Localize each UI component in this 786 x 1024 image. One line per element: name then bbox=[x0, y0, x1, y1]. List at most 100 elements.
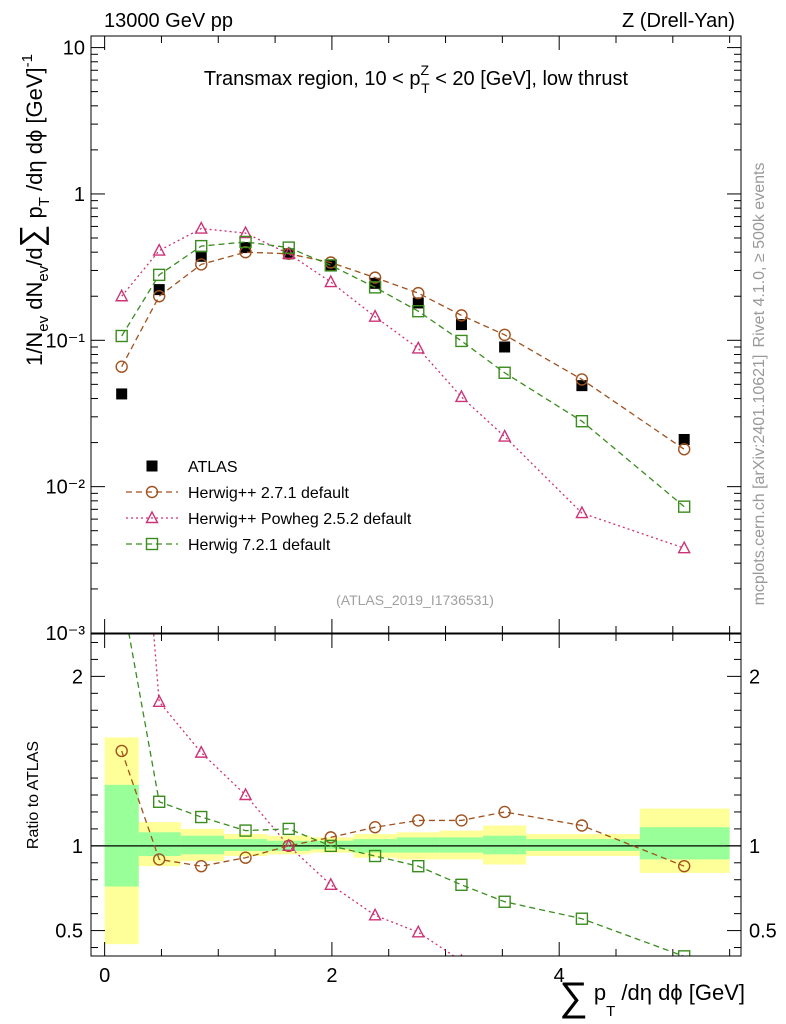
ratio-series-line bbox=[153, 634, 456, 956]
legend-entry: Herwig++ Powheg 2.5.2 default bbox=[126, 510, 412, 528]
series-herwig-powheg-2-5-2-default bbox=[115, 221, 691, 554]
data-point bbox=[497, 429, 512, 442]
main-panel-frame bbox=[90, 35, 742, 634]
data-point bbox=[677, 540, 691, 554]
data-point bbox=[194, 221, 208, 234]
uncertainty-band-inner bbox=[483, 835, 527, 855]
legend-entry: ATLAS bbox=[146, 459, 238, 476]
main-ylabel: 1/Nev dNev/d∑ pT /dη dϕ [GeV]-1 bbox=[13, 54, 53, 366]
ratio-point bbox=[677, 950, 691, 956]
data-point bbox=[152, 243, 166, 256]
analysis-tag: (ATLAS_2019_I1736531) bbox=[336, 592, 494, 608]
uncertainty-band-inner bbox=[310, 840, 354, 850]
data-point bbox=[152, 290, 166, 303]
ratio-point bbox=[116, 588, 127, 599]
data-point bbox=[153, 284, 165, 296]
ratio-series-herwig-7-2-1-default bbox=[116, 588, 691, 956]
ratio-point bbox=[194, 745, 208, 758]
uncertainty-band-inner bbox=[104, 784, 139, 887]
ratio-point bbox=[152, 694, 166, 707]
x-axis-label: ∑ pT /dη dϕ [GeV] bbox=[559, 975, 745, 1020]
header-left: 13000 GeV pp bbox=[104, 10, 233, 32]
ratio-ylabel: Ratio to ATLAS bbox=[25, 741, 42, 849]
main-y-tick-label: 10⁻³ bbox=[46, 623, 86, 645]
legend-label: Herwig++ Powheg 2.5.2 default bbox=[188, 511, 412, 528]
ratio-y-tick-label: 0.5 bbox=[55, 921, 83, 943]
ratio-point bbox=[460, 953, 463, 956]
data-point bbox=[368, 309, 382, 322]
rivet-version-note: Rivet 4.1.0, ≥ 500k events bbox=[751, 163, 768, 348]
ratio-point bbox=[498, 895, 511, 908]
x-tick-label: 4 bbox=[554, 965, 565, 987]
uncertainty-band-inner bbox=[396, 837, 440, 853]
legend-label: Herwig 7.2.1 default bbox=[188, 537, 331, 554]
data-point bbox=[116, 388, 128, 400]
uncertainty-band-inner bbox=[526, 839, 640, 851]
ratio-point bbox=[455, 878, 468, 892]
data-point bbox=[575, 415, 589, 428]
data-point bbox=[239, 235, 252, 249]
uncertainty-band-inner bbox=[223, 839, 268, 851]
data-point bbox=[195, 258, 208, 271]
data-point bbox=[412, 297, 424, 309]
data-point bbox=[195, 239, 208, 253]
legend-marker bbox=[146, 460, 158, 472]
ratio-bands bbox=[91, 737, 741, 945]
ratio-point bbox=[499, 969, 510, 980]
ratio-point bbox=[575, 912, 589, 925]
legend-marker bbox=[145, 510, 159, 524]
ratio-point bbox=[411, 924, 425, 938]
uncertainty-band-inner bbox=[180, 835, 224, 855]
ratio-point bbox=[324, 877, 338, 891]
ratio-series-line bbox=[128, 634, 685, 956]
data-point bbox=[455, 319, 467, 331]
main-panel-axes: 10 1 10⁻¹ 10⁻² 10⁻³ bbox=[46, 36, 741, 645]
data-point bbox=[324, 259, 337, 272]
legend-marker bbox=[145, 485, 159, 499]
data-point bbox=[411, 340, 425, 354]
legend-entry: Herwig 7.2.1 default bbox=[126, 537, 331, 554]
data-point bbox=[115, 288, 129, 302]
data-point bbox=[455, 309, 468, 322]
ratio-y-tick-label: 2 bbox=[72, 666, 83, 688]
x-tick-label: 2 bbox=[326, 965, 337, 987]
ratio-point bbox=[677, 859, 691, 873]
series-herwig-2-7-1-default bbox=[115, 245, 691, 456]
ratio-point bbox=[368, 821, 382, 834]
data-point bbox=[324, 274, 338, 288]
ratio-point bbox=[282, 838, 296, 852]
series-atlas bbox=[116, 242, 690, 445]
data-point bbox=[115, 360, 128, 373]
data-point bbox=[368, 271, 382, 284]
main-y-tick-label: 10⁻² bbox=[46, 477, 86, 499]
data-point bbox=[238, 225, 253, 239]
data-point bbox=[152, 268, 166, 282]
uncertainty-band-inner bbox=[138, 832, 181, 857]
ratio-y-tick-label-right: 0.5 bbox=[749, 921, 777, 943]
ratio-point bbox=[368, 907, 382, 921]
main-y-tick-label: 10⁻¹ bbox=[46, 330, 86, 352]
data-point bbox=[455, 334, 468, 348]
ratio-point bbox=[195, 810, 208, 824]
ratio-point bbox=[238, 787, 253, 801]
main-y-tick-label: 10 bbox=[63, 38, 85, 60]
ratio-point bbox=[575, 819, 589, 832]
ratio-panel-frame bbox=[90, 633, 742, 957]
data-point bbox=[115, 329, 128, 343]
data-point bbox=[368, 281, 382, 294]
ratio-point bbox=[115, 744, 128, 758]
legend-marker bbox=[145, 537, 159, 551]
data-point bbox=[677, 443, 691, 456]
ratio-point bbox=[152, 853, 166, 866]
legend-entry: Herwig++ 2.7.1 default bbox=[126, 485, 350, 502]
ratio-point bbox=[324, 839, 337, 853]
data-point bbox=[239, 245, 252, 259]
legend-label: Herwig++ 2.7.1 default bbox=[188, 485, 350, 502]
data-point bbox=[498, 328, 511, 342]
ratio-point bbox=[412, 859, 425, 873]
series-herwig-7-2-1-default bbox=[115, 235, 691, 513]
data-point bbox=[412, 286, 425, 300]
main-panel-series bbox=[115, 221, 691, 554]
legend: ATLAS Herwig++ 2.7.1 default Herwig++ Powh… bbox=[126, 459, 412, 554]
